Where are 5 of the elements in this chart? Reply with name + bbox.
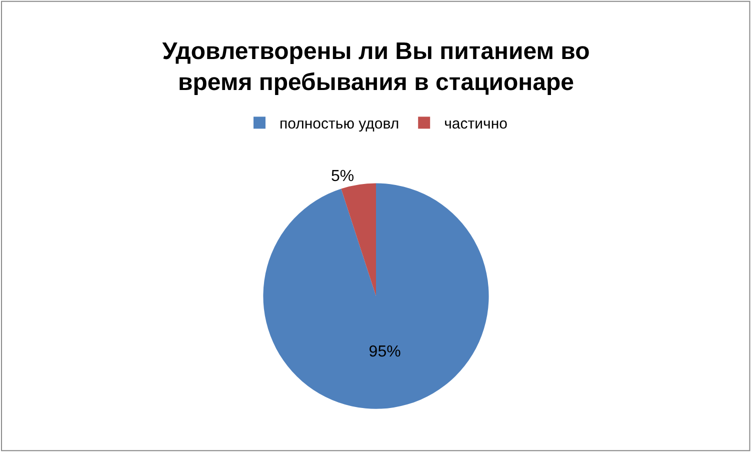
data-label: 5%: [330, 168, 354, 185]
legend-label: полностью удовл: [280, 116, 400, 133]
data-label: 95%: [368, 343, 401, 360]
legend-label: частично: [444, 116, 508, 133]
chart-title: Удовлетворены ли Вы питанием во время пребывания в стационаре: [162, 38, 590, 96]
